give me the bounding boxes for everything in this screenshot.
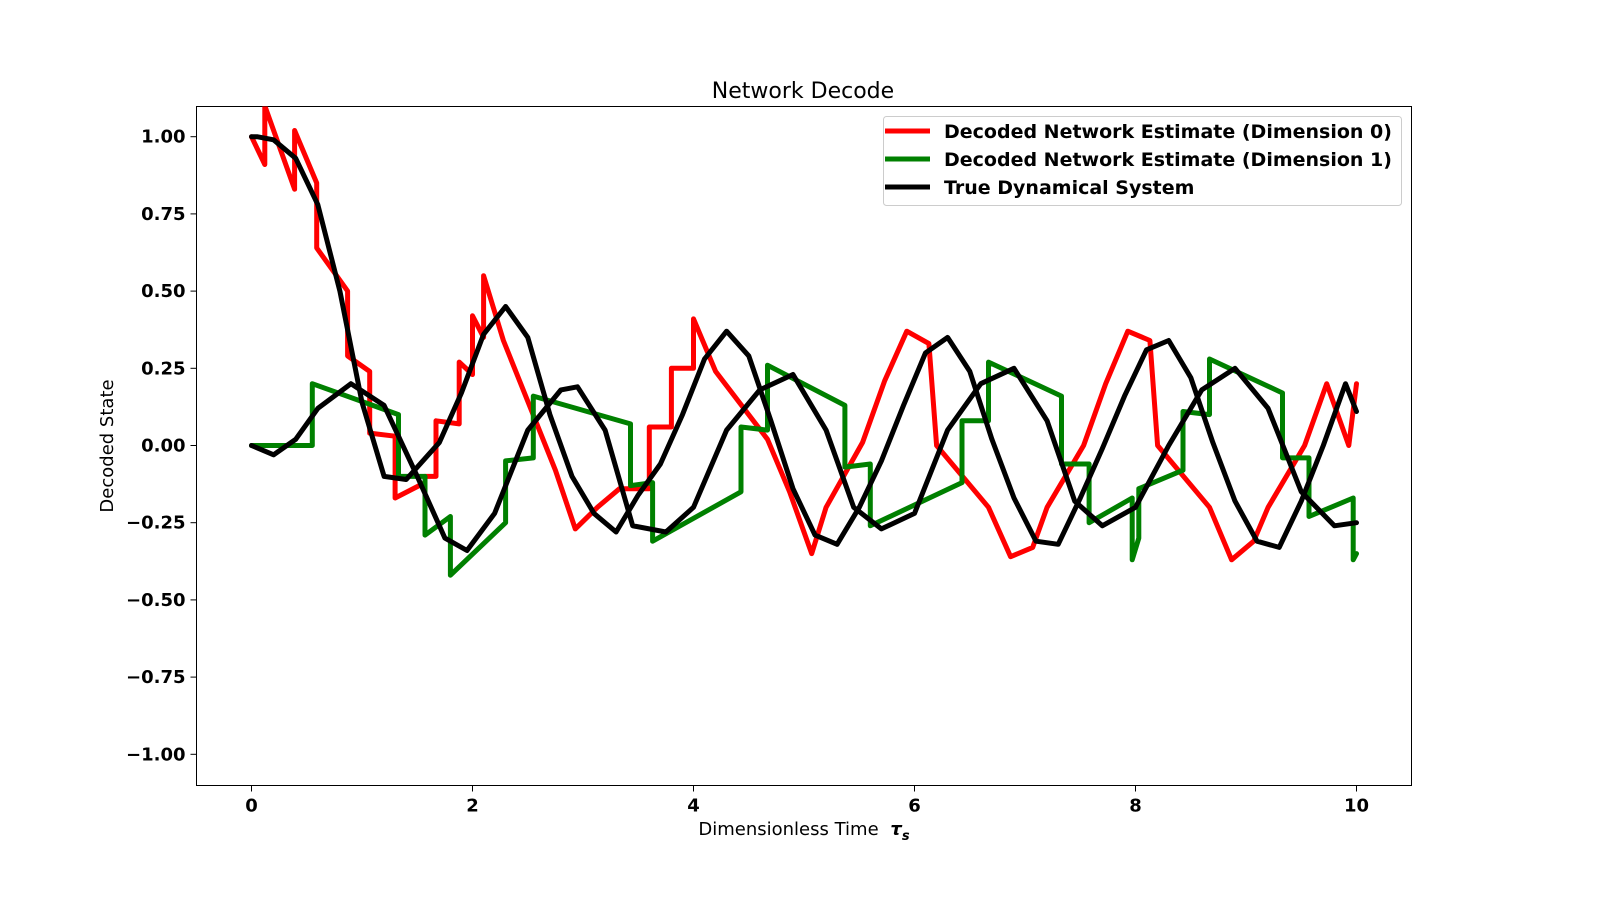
x-axis-label-symbol: τ [890,819,902,840]
series-lines [249,106,1359,578]
y-axis-label: Decoded State [97,379,118,512]
chart-title: Network Decode [712,79,894,104]
legend-box [883,116,1402,206]
x-axis-label: Dimensionless Time τs [698,819,910,844]
y-tick-label: 0.50 [141,281,185,302]
y-tick-label: 0.00 [141,436,185,457]
y-tick-label: −0.50 [126,590,186,611]
y-tick-label: −0.75 [126,667,186,688]
x-tick-label: 4 [687,796,700,817]
x-axis: 0 2 4 6 8 10 [245,785,1369,817]
legend-entry-label: True Dynamical System [944,177,1194,199]
series-line-true-system [249,134,1359,550]
legend: Decoded Network Estimate (Dimension 0) De… [883,116,1402,206]
y-tick-label: 0.25 [141,358,185,379]
y-axis: 1.00 0.75 0.50 0.25 0.00 −0.25 −0.50 −0.75 −1.00 [126,127,197,765]
x-tick-label: 8 [1129,796,1142,817]
y-tick-label: −0.25 [126,513,186,534]
x-tick-label: 6 [908,796,921,817]
legend-entry-label: Decoded Network Estimate (Dimension 1) [944,149,1392,171]
y-tick-label: −1.00 [126,744,186,765]
y-tick-label: 1.00 [141,127,185,148]
plot-frame [196,106,1412,786]
series-line-dimension-1 [249,356,1359,578]
x-tick-label: 10 [1344,796,1369,817]
x-axis-label-subscript: s [902,829,910,844]
x-tick-label: 0 [245,796,258,817]
plot-area [196,106,1412,786]
x-axis-label-text: Dimensionless Time [698,819,878,840]
y-tick-label: 0.75 [141,204,185,225]
legend-entry-label: Decoded Network Estimate (Dimension 0) [944,121,1392,143]
series-line-true-system-dimension-1 [249,365,1359,553]
x-tick-label: 2 [466,796,479,817]
